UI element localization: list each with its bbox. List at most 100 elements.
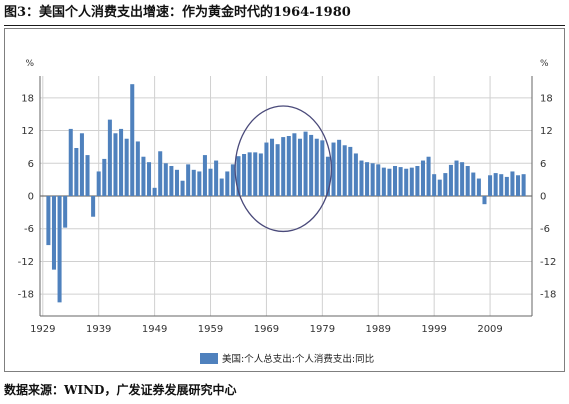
bar — [448, 164, 453, 196]
bar — [420, 160, 425, 196]
y-tick-label-right: 6 — [540, 159, 546, 170]
bar — [387, 168, 392, 196]
bar — [476, 178, 481, 196]
y-tick-label-right: -6 — [540, 224, 550, 235]
bar — [471, 172, 476, 196]
bar — [504, 176, 509, 196]
bar — [404, 168, 409, 196]
y-tick-label-left: 18 — [21, 93, 34, 104]
bar — [46, 196, 51, 246]
bar — [398, 167, 403, 196]
bar — [437, 179, 442, 196]
bar — [242, 154, 247, 196]
bar — [342, 145, 347, 196]
bar — [214, 160, 219, 196]
highlight-circle — [234, 105, 332, 233]
bar — [79, 133, 84, 196]
bar — [381, 167, 386, 196]
bar — [454, 160, 459, 196]
bar — [353, 153, 358, 196]
bar — [409, 167, 414, 196]
bar — [348, 146, 353, 196]
bar — [370, 163, 375, 196]
bar — [180, 180, 185, 196]
y-tick-label-right: -18 — [540, 290, 556, 301]
bar — [482, 196, 487, 205]
bar — [85, 155, 90, 196]
source-note: 数据来源：WIND，广发证券发展研究中心 — [4, 383, 237, 397]
bar — [74, 148, 79, 196]
x-axis: 1929 1939 1949 1959 1969 1979 1989 1999 2009 — [30, 324, 503, 335]
x-tick-label: 1929 — [30, 324, 55, 335]
y-axis-left: 18 12 6 0 -6 -12 -18 — [18, 93, 34, 300]
bar — [253, 152, 258, 196]
x-tick-label: 1979 — [310, 324, 335, 335]
x-tick-label: 1989 — [366, 324, 391, 335]
bar — [91, 196, 96, 217]
bar — [197, 171, 202, 196]
y-tick-label-left: -12 — [18, 257, 34, 268]
y-tick-label-right: -12 — [540, 257, 556, 268]
bar — [264, 142, 269, 196]
bar — [493, 173, 498, 196]
bar — [107, 119, 112, 196]
bar — [443, 173, 448, 196]
highlight-group — [234, 105, 332, 233]
y-tick-label-left: 12 — [21, 126, 34, 137]
bar — [376, 164, 381, 196]
bar — [275, 144, 280, 196]
bar — [68, 128, 73, 196]
bar — [415, 166, 420, 196]
bar — [258, 153, 263, 196]
bar — [331, 142, 336, 196]
y-tick-label-right: 18 — [540, 93, 553, 104]
bar — [460, 162, 465, 196]
bar — [314, 138, 319, 196]
bar — [325, 156, 330, 196]
title-rule — [4, 25, 565, 26]
y-tick-label-left: -18 — [18, 290, 34, 301]
bar — [141, 156, 146, 196]
bar — [320, 140, 325, 196]
y-axis-right-unit: % — [540, 59, 549, 69]
bar — [202, 155, 207, 196]
bar — [359, 160, 364, 196]
bar — [152, 187, 157, 196]
bar — [499, 174, 504, 196]
bar — [521, 174, 526, 196]
bar — [225, 171, 230, 196]
bar — [426, 156, 431, 196]
bar — [174, 169, 179, 196]
bar — [219, 178, 224, 196]
bar — [303, 131, 308, 196]
bar — [135, 141, 140, 196]
y-tick-label-right: 12 — [540, 126, 553, 137]
y-axis-left-unit: % — [25, 59, 34, 69]
x-tick-label: 1969 — [254, 324, 279, 335]
bar — [365, 162, 370, 196]
x-tick-label: 1999 — [421, 324, 446, 335]
bar — [147, 162, 152, 196]
bar — [96, 171, 101, 196]
bar — [236, 156, 241, 196]
bar — [393, 166, 398, 196]
x-tick-label: 2009 — [477, 324, 502, 335]
bar — [286, 136, 291, 196]
y-tick-label-right: 0 — [540, 192, 546, 203]
bar — [432, 174, 437, 196]
bar — [163, 163, 168, 196]
bar — [51, 196, 56, 270]
chart-bars — [46, 84, 526, 303]
bar — [292, 133, 297, 196]
bar — [309, 134, 314, 196]
y-tick-label-left: -6 — [24, 224, 34, 235]
bar — [130, 84, 135, 196]
chart-legend: 美国:个人总支出:个人消费支出:同比 — [200, 353, 374, 365]
chart-frame — [4, 28, 565, 372]
bar — [488, 175, 493, 196]
bar — [510, 171, 515, 196]
bar — [169, 166, 174, 196]
x-tick-label: 1959 — [198, 324, 223, 335]
x-tick-label: 1949 — [142, 324, 167, 335]
